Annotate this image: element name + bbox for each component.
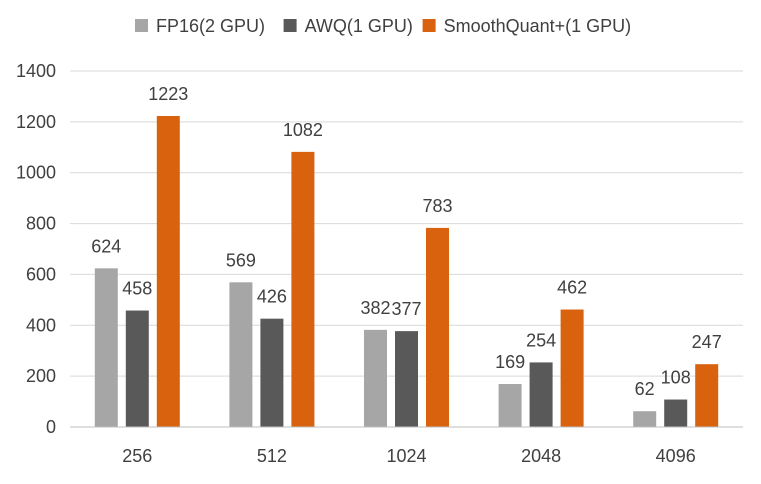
x-tick-label: 256 [122, 446, 152, 466]
x-tick-label: 4096 [656, 446, 696, 466]
legend-swatch [283, 19, 297, 32]
data-label: 108 [661, 368, 691, 388]
data-label: 783 [422, 196, 452, 216]
x-tick-label: 512 [257, 446, 287, 466]
data-label: 254 [526, 330, 556, 350]
y-tick-label: 400 [26, 315, 56, 335]
legend-label: AWQ(1 GPU) [305, 16, 413, 36]
bar [426, 227, 449, 427]
data-label: 377 [391, 299, 421, 319]
legend-label: SmoothQuant+(1 GPU) [444, 16, 632, 36]
x-axis-ticks: 256 512 1024 2048 4096 [122, 446, 695, 466]
bar [529, 362, 553, 427]
bar [364, 329, 387, 427]
legend-swatch [135, 19, 148, 32]
bar [560, 309, 584, 427]
data-label: 247 [692, 332, 722, 352]
gridlines [70, 70, 743, 377]
bar [395, 331, 418, 427]
x-tick-label: 2048 [521, 446, 561, 466]
y-tick-label: 1000 [16, 163, 56, 183]
bar [229, 282, 253, 427]
bar [291, 151, 315, 427]
y-tick-label: 0 [46, 417, 56, 437]
bar [664, 399, 688, 427]
data-label: 1082 [283, 120, 323, 140]
data-label: 1223 [148, 84, 188, 104]
data-label: 458 [122, 279, 152, 299]
bar [260, 318, 284, 427]
bar [633, 411, 657, 427]
x-tick-label: 1024 [386, 446, 426, 466]
bar [125, 310, 149, 427]
data-label: 462 [557, 278, 587, 298]
y-tick-label: 600 [26, 264, 56, 284]
y-tick-label: 1200 [16, 112, 56, 132]
bars [94, 116, 719, 427]
y-tick-label: 800 [26, 214, 56, 234]
bar [94, 268, 118, 427]
legend-label: FP16(2 GPU) [156, 16, 265, 36]
legend-swatch [422, 19, 436, 32]
data-label: 382 [360, 298, 390, 318]
y-tick-label: 200 [26, 366, 56, 386]
data-label: 426 [257, 287, 287, 307]
bar [156, 116, 180, 427]
data-label: 169 [495, 352, 525, 372]
y-tick-label: 1400 [16, 61, 56, 81]
data-label: 62 [635, 379, 655, 399]
bar [695, 364, 719, 427]
data-label: 624 [91, 236, 121, 256]
y-axis-ticks: 0 200 400 600 800 1000 1200 1400 [16, 61, 56, 437]
bar [498, 384, 522, 427]
data-label: 569 [226, 250, 256, 270]
legend: FP16(2 GPU) AWQ(1 GPU) SmoothQuant+(1 GPU) [135, 16, 631, 36]
